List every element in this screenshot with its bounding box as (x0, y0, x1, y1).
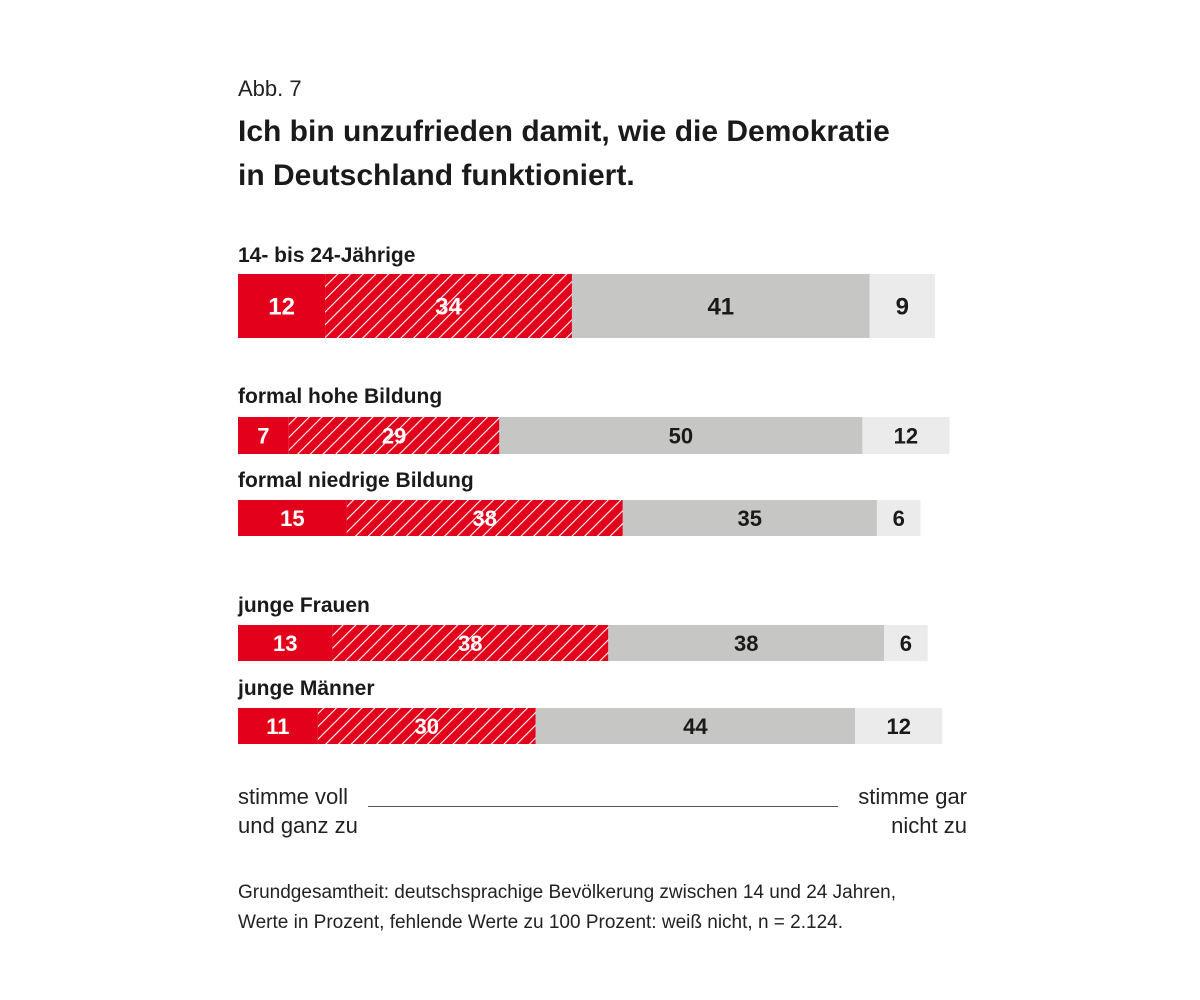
bar-segment (622, 500, 877, 536)
data-label: 44 (683, 714, 708, 739)
scale-right-line-2: nicht zu (891, 813, 967, 838)
bar-segment (572, 274, 870, 338)
category-label: formal hohe Bildung (238, 385, 442, 408)
bar-segment (862, 417, 950, 454)
scale-left-line-2: und ganz zu (238, 813, 358, 838)
figure-number: Abb. 7 (238, 76, 302, 101)
data-label: 30 (415, 714, 439, 739)
bar-segment (535, 708, 856, 744)
data-label: 6 (900, 631, 912, 656)
category-label: junge Frauen (237, 594, 370, 617)
scale-right-line-1: stimme gar (858, 784, 967, 809)
bar-segment (608, 625, 885, 661)
data-label: 38 (473, 506, 497, 531)
data-label: 15 (280, 506, 304, 531)
bar-segment (288, 417, 500, 454)
bar-segment (499, 417, 863, 454)
data-label: 38 (458, 631, 482, 656)
chart-title-line-1: Ich bin unzufrieden damit, wie die Demok… (238, 115, 890, 148)
data-label: 29 (382, 423, 406, 448)
data-label: 41 (707, 294, 734, 321)
data-label: 12 (894, 423, 918, 448)
scale-label-right: stimme gar nicht zu (858, 782, 967, 840)
bar-segment (238, 708, 318, 744)
footnote: Grundgesamtheit: deutschsprachige Bevölk… (238, 878, 896, 938)
bar-segment (238, 417, 289, 454)
bar-segment (238, 625, 333, 661)
bar-segment (238, 500, 347, 536)
bar-segment (238, 274, 326, 338)
bar-segment (317, 708, 536, 744)
bar-segment (855, 708, 943, 744)
data-label: 11 (266, 714, 289, 739)
bar-segment (346, 500, 623, 536)
bar-segment (884, 625, 928, 661)
data-label: 7 (257, 423, 269, 448)
data-label: 35 (738, 506, 762, 531)
data-label: 12 (268, 294, 295, 321)
data-label: 13 (273, 631, 297, 656)
category-label: 14- bis 24-Jährige (238, 244, 415, 267)
chart-title-line-2: in Deutschland funktioniert. (238, 159, 635, 192)
scale-line (368, 806, 838, 807)
data-label: 6 (893, 506, 905, 531)
category-label: junge Männer (237, 677, 375, 700)
chart-title: Ich bin unzufrieden damit, wie die Demok… (238, 110, 1038, 198)
footnote-line-2: Werte in Prozent, fehlende Werte zu 100 … (238, 912, 843, 933)
scale-left-line-1: stimme voll (238, 784, 349, 809)
bar-segment (325, 274, 572, 338)
data-label: 12 (886, 714, 910, 739)
footnote-line-1: Grundgesamtheit: deutschsprachige Bevölk… (238, 882, 897, 903)
bar-segment (876, 500, 921, 536)
data-label: 34 (435, 294, 462, 321)
category-label: formal niedrige Bildung (238, 469, 474, 492)
data-label: 50 (669, 423, 693, 448)
bar-segment (869, 274, 935, 338)
scale-label-left: stimme voll und ganz zu (238, 782, 358, 840)
data-label: 38 (734, 631, 758, 656)
data-label: 9 (896, 294, 909, 321)
bar-segment (332, 625, 609, 661)
